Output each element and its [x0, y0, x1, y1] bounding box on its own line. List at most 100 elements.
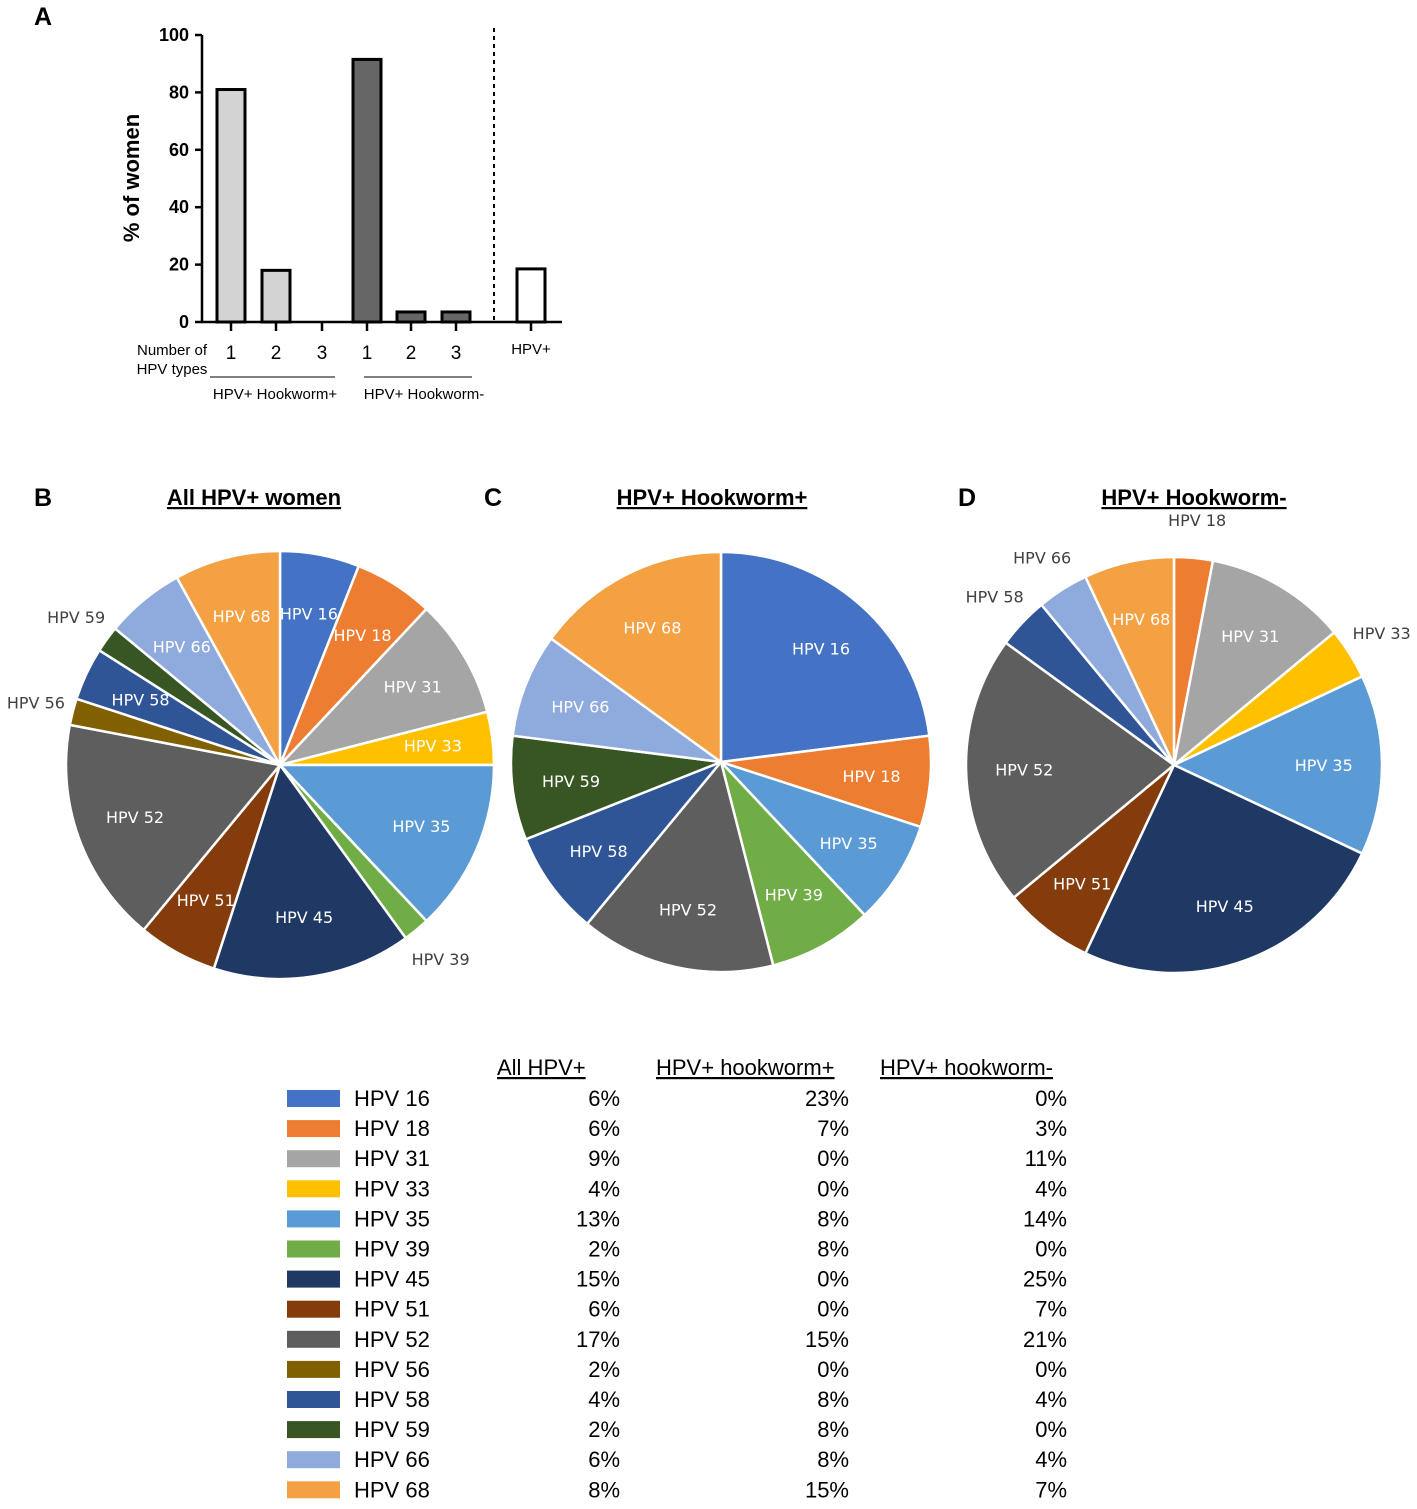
pie-slice	[585, 759, 775, 974]
table-cell: 4%	[588, 1176, 620, 1201]
y-ticks: 0 20 40 60 80 100	[159, 25, 202, 332]
slice-label: HPV 58	[966, 588, 1024, 607]
pie-slice	[720, 760, 923, 917]
table-cell: 8%	[817, 1206, 849, 1231]
table-cell: 8%	[817, 1237, 849, 1262]
pie-d: HPV 18 HPV 31 HPV 33 HPV 35 HPV 45 HPV 51 HPV …	[964, 511, 1411, 975]
table-cell: 0%	[1035, 1417, 1067, 1442]
panel-letter-a: A	[34, 3, 52, 31]
x-caption-line1: Number of	[137, 342, 208, 359]
slice-label: HPV 33	[404, 737, 462, 756]
table-cell: 8%	[817, 1417, 849, 1442]
bar	[260, 268, 292, 324]
table-cell: 14%	[1023, 1206, 1067, 1231]
table-cell: 8%	[588, 1477, 620, 1502]
table-cell: 7%	[1035, 1477, 1067, 1502]
pie-title-b: All HPV+ women	[167, 485, 341, 510]
x-ticks: 1 2 3 1 2 3 HPV+	[226, 322, 551, 364]
table-cell: 4%	[1035, 1176, 1067, 1201]
legend-label: HPV 68	[354, 1477, 430, 1502]
table-column-header: HPV+ hookworm+	[656, 1055, 835, 1080]
slice-label: HPV 66	[1013, 548, 1071, 567]
pie-slice	[719, 761, 867, 967]
table-cell: 0%	[1035, 1086, 1067, 1111]
pie-slice	[277, 763, 496, 923]
legend-label: HPV 58	[354, 1387, 430, 1412]
bar	[440, 310, 472, 324]
legend-swatch	[287, 1360, 340, 1378]
x-tick-label: 2	[406, 343, 417, 364]
table-cell: 4%	[588, 1387, 620, 1412]
legend-table: All HPV+ HPV+ hookworm+ HPV+ hookworm- HPV …	[287, 1055, 1067, 1502]
table-cell: 0%	[817, 1357, 849, 1382]
slice-label: HPV 33	[1353, 624, 1411, 643]
slice-label: HPV 31	[384, 678, 442, 697]
table-cell: 17%	[576, 1327, 620, 1352]
pie-title-c: HPV+ Hookworm+	[617, 485, 808, 510]
pie-slice	[212, 762, 408, 981]
pie-slice	[175, 549, 282, 766]
legend-label: HPV 39	[354, 1237, 430, 1262]
table-cell: 3%	[1035, 1116, 1067, 1141]
slice-label: HPV 18	[1168, 511, 1226, 530]
slice-label: HPV 18	[334, 626, 392, 645]
slice-label: HPV 45	[1196, 897, 1254, 916]
table-cell: 6%	[588, 1447, 620, 1472]
legend-swatch	[287, 1210, 340, 1228]
x-tick-label: 3	[317, 343, 328, 364]
table-cell: 11%	[1025, 1146, 1067, 1171]
slice-label: HPV 68	[213, 607, 271, 626]
table-cell: 2%	[588, 1237, 620, 1262]
slice-label: HPV 68	[623, 618, 681, 637]
table-cell: 0%	[817, 1146, 849, 1171]
slice-label: HPV 18	[842, 767, 900, 786]
table-cell: 25%	[1023, 1267, 1067, 1292]
slice-label: HPV 45	[275, 908, 333, 927]
table-cell: 7%	[817, 1116, 849, 1141]
slice-label: HPV 58	[570, 842, 628, 861]
bar	[351, 57, 383, 324]
bar	[215, 88, 247, 324]
y-tick-label: 0	[179, 312, 189, 332]
panel-letter-d: D	[958, 484, 976, 512]
table-cell: 15%	[805, 1477, 849, 1502]
table-cell: 2%	[588, 1417, 620, 1442]
legend-swatch	[287, 1330, 340, 1348]
pie-c: HPV 16 HPV 18 HPV 35 HPV 39 HPV 52 HPV 58 HPV …	[509, 550, 933, 974]
slice-label: HPV 35	[392, 817, 450, 836]
slice-label: HPV 16	[280, 605, 338, 624]
legend-label: HPV 56	[354, 1357, 430, 1382]
y-tick-label: 40	[169, 197, 189, 217]
table-cell: 4%	[1035, 1387, 1067, 1412]
pie-slice	[719, 550, 931, 764]
slice-label: HPV 59	[542, 772, 600, 791]
slice-label: HPV 56	[7, 693, 65, 712]
pie-slice	[549, 550, 723, 765]
slice-label: HPV 35	[820, 834, 878, 853]
table-cell: 8%	[817, 1447, 849, 1472]
x-tick-label: 3	[451, 343, 462, 364]
y-tick-label: 20	[169, 255, 189, 275]
pie-slice	[524, 760, 722, 926]
table-cell: 21%	[1023, 1327, 1067, 1352]
table-cell: 0%	[1035, 1357, 1067, 1382]
x-tick-label: 1	[362, 343, 373, 364]
slice-label: HPV 52	[659, 901, 717, 920]
legend-swatch	[287, 1451, 340, 1469]
table-cell: 7%	[1035, 1297, 1067, 1322]
table-cell: 0%	[1035, 1237, 1067, 1262]
slice-label: HPV 58	[112, 690, 170, 709]
pie-slice	[276, 607, 489, 768]
slice-label: HPV 68	[1112, 610, 1170, 629]
x-caption-line2: HPV types	[137, 361, 208, 378]
legend-swatch	[287, 1391, 340, 1408]
group2-label: HPV+ Hookworm-	[364, 386, 484, 403]
table-cell: 23%	[805, 1086, 849, 1111]
table-cell: 4%	[1035, 1447, 1067, 1472]
slice-label: HPV 35	[1295, 756, 1353, 775]
table-cell: 9%	[588, 1146, 620, 1171]
slice-label: HPV 39	[412, 950, 470, 969]
legend-swatch	[287, 1150, 340, 1168]
legend-label: HPV 45	[354, 1267, 430, 1292]
table-cell: 6%	[588, 1086, 620, 1111]
